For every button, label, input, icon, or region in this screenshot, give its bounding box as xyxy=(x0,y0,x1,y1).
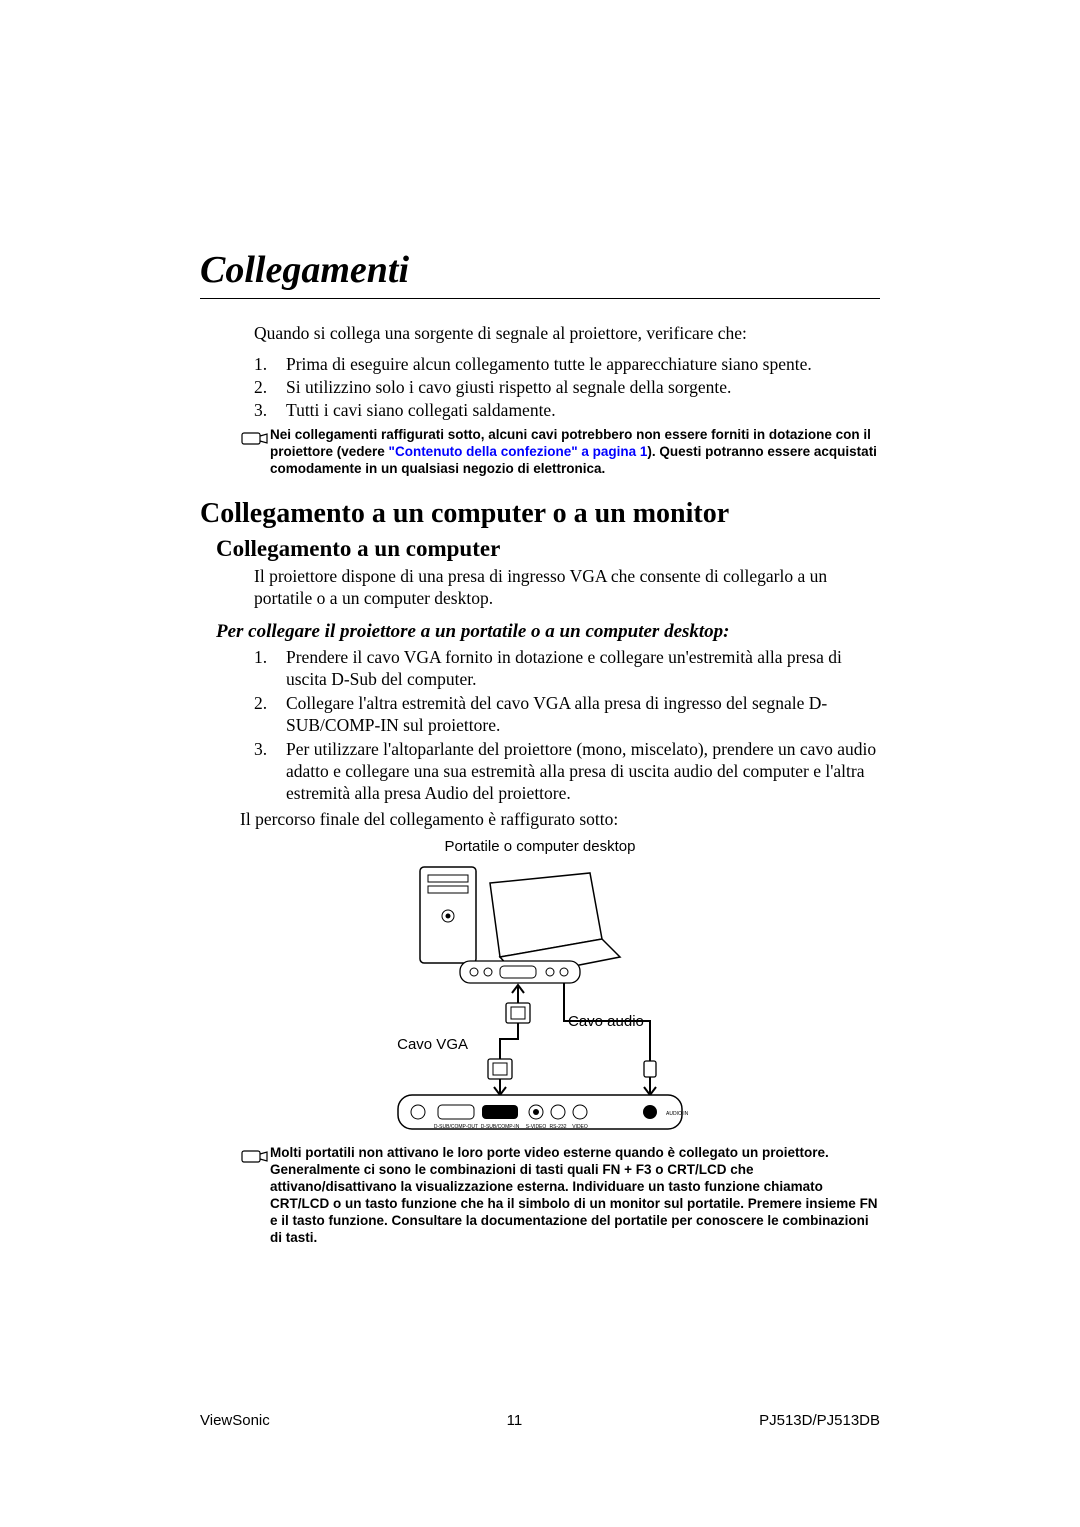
list-number: 2. xyxy=(254,377,286,398)
step-item: 3. Per utilizzare l'altoparlante del pro… xyxy=(254,739,880,805)
procedure-heading: Per collegare il proiettore a un portati… xyxy=(216,621,880,643)
footer-left: ViewSonic xyxy=(200,1412,270,1429)
port-label: VIDEO xyxy=(572,1124,588,1130)
footer-page-number: 11 xyxy=(507,1412,523,1429)
intro-list-item: 3. Tutti i cavi siano collegati saldamen… xyxy=(254,400,880,421)
port-label: D-SUB/COMP-IN xyxy=(481,1124,520,1130)
diagram-svg: Cavo VGA Cavo audio D-SUB/COMP-OUT D-SUB… xyxy=(350,861,730,1131)
step-text: Per utilizzare l'altoparlante del proiet… xyxy=(286,739,880,805)
port-label: AUDIO IN xyxy=(666,1111,689,1117)
list-number: 1. xyxy=(254,647,286,691)
intro-text: Quando si collega una sorgente di segnal… xyxy=(254,323,880,344)
note-icon xyxy=(240,429,270,447)
step-text: Prendere il cavo VGA fornito in dotazion… xyxy=(286,647,880,691)
note-link[interactable]: "Contenuto della confezione" a pagina 1 xyxy=(389,444,648,459)
list-number: 3. xyxy=(254,739,286,805)
paragraph: Il proiettore dispone di una presa di in… xyxy=(254,566,880,610)
page-footer: ViewSonic 11 PJ513D/PJ513DB xyxy=(200,1412,880,1429)
note-block: Nei collegamenti raffigurati sotto, alcu… xyxy=(240,427,880,478)
page-title: Collegamenti xyxy=(200,248,880,299)
step-text: Collegare l'altra estremità del cavo VGA… xyxy=(286,693,880,737)
list-text: Si utilizzino solo i cavo giusti rispett… xyxy=(286,377,880,398)
audio-cable-label: Cavo audio xyxy=(568,1013,644,1030)
note-block: Molti portatili non attivano le loro por… xyxy=(240,1145,880,1246)
note-text: Nei collegamenti raffigurati sotto, alcu… xyxy=(270,427,880,478)
port-label: D-SUB/COMP-OUT xyxy=(434,1124,478,1130)
vga-cable-label: Cavo VGA xyxy=(397,1036,468,1053)
connection-diagram: Portatile o computer desktop xyxy=(200,838,880,1131)
intro-list-item: 1. Prima di eseguire alcun collegamento … xyxy=(254,354,880,375)
list-text: Tutti i cavi siano collegati saldamente. xyxy=(286,400,880,421)
footer-right: PJ513D/PJ513DB xyxy=(759,1412,880,1429)
diagram-caption: Portatile o computer desktop xyxy=(200,838,880,855)
subsection-heading: Collegamento a un computer xyxy=(216,536,880,562)
port-label: RS-232 xyxy=(550,1124,567,1130)
list-number: 2. xyxy=(254,693,286,737)
section-heading: Collegamento a un computer o a un monito… xyxy=(200,498,880,530)
list-number: 3. xyxy=(254,400,286,421)
list-number: 1. xyxy=(254,354,286,375)
final-path-text: Il percorso finale del collegamento è ra… xyxy=(240,809,880,831)
note-text: Molti portatili non attivano le loro por… xyxy=(270,1145,880,1246)
note-icon xyxy=(240,1147,270,1165)
step-item: 1. Prendere il cavo VGA fornito in dotaz… xyxy=(254,647,880,691)
step-item: 2. Collegare l'altra estremità del cavo … xyxy=(254,693,880,737)
intro-list-item: 2. Si utilizzino solo i cavo giusti risp… xyxy=(254,377,880,398)
list-text: Prima di eseguire alcun collegamento tut… xyxy=(286,354,880,375)
port-label: S-VIDEO xyxy=(526,1124,547,1130)
